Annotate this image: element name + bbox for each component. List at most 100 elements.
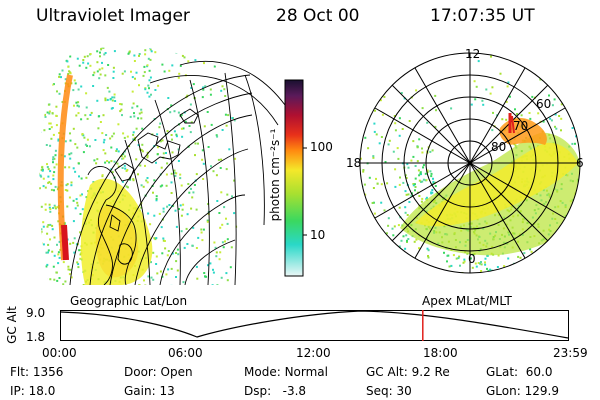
speckle-pixel <box>408 120 411 122</box>
speckle-pixel <box>52 178 55 181</box>
speckle-pixel <box>52 158 54 161</box>
speckle-pixel <box>54 185 57 188</box>
speckle-pixel <box>216 135 219 138</box>
speckle-pixel <box>46 263 49 266</box>
speckle-pixel <box>162 239 165 242</box>
speckle-pixel <box>72 89 75 92</box>
speckle-pixel <box>156 133 159 136</box>
speckle-pixel <box>184 51 187 54</box>
speckle-pixel <box>49 238 51 241</box>
speckle-pixel <box>39 104 41 107</box>
speckle-pixel <box>505 269 508 272</box>
speckle-pixel <box>170 134 173 136</box>
speckle-pixel <box>35 265 37 267</box>
speckle-pixel <box>43 98 46 101</box>
speckle-pixel <box>201 239 204 242</box>
speckle-pixel <box>497 254 500 257</box>
speckle-pixel <box>31 149 33 151</box>
speckle-pixel <box>216 200 219 202</box>
speckle-pixel <box>69 268 72 271</box>
speckle-pixel <box>46 225 49 228</box>
speckle-pixel <box>99 51 101 54</box>
speckle-pixel <box>202 178 205 180</box>
speckle-pixel <box>175 133 178 136</box>
speckle-pixel <box>70 181 73 184</box>
speckle-pixel <box>45 277 48 280</box>
speckle-pixel <box>387 217 390 220</box>
speckle-pixel <box>361 196 364 199</box>
speckle-pixel <box>33 183 35 185</box>
speckle-pixel <box>144 164 146 167</box>
status-glon-label: GLon: <box>486 384 521 398</box>
speckle-pixel <box>48 206 51 209</box>
speckle-pixel <box>147 84 150 87</box>
speckle-pixel <box>54 206 57 209</box>
speckle-pixel <box>407 193 410 196</box>
speckle-pixel <box>47 243 50 246</box>
speckle-pixel <box>40 131 42 133</box>
speckle-pixel <box>422 166 424 169</box>
speckle-pixel <box>191 196 194 199</box>
speckle-pixel <box>392 234 395 237</box>
speckle-pixel <box>571 127 574 129</box>
speckle-pixel <box>182 281 185 284</box>
speckle-pixel <box>219 226 222 229</box>
speckle-pixel <box>166 162 169 165</box>
speckle-pixel <box>42 46 45 48</box>
speckle-pixel <box>77 266 80 269</box>
speckle-pixel <box>126 135 129 138</box>
speckle-pixel <box>509 95 511 98</box>
status-mode-value: Normal <box>284 365 328 379</box>
speckle-pixel <box>196 277 199 280</box>
speckle-pixel <box>99 55 101 58</box>
polar-plot <box>359 52 581 274</box>
speckle-pixel <box>482 103 485 106</box>
speckle-pixel <box>127 52 130 55</box>
speckle-pixel <box>146 181 149 184</box>
speckle-pixel <box>400 239 403 242</box>
speckle-pixel <box>421 147 423 150</box>
speckle-pixel <box>50 76 53 79</box>
speckle-pixel <box>81 133 84 135</box>
speckle-pixel <box>501 269 504 272</box>
speckle-pixel <box>96 70 99 73</box>
speckle-pixel <box>455 257 458 260</box>
speckle-pixel <box>47 181 50 184</box>
speckle-pixel <box>48 181 51 184</box>
speckle-pixel <box>120 108 123 111</box>
speckle-pixel <box>421 180 424 183</box>
speckle-pixel <box>398 206 401 209</box>
speckle-pixel <box>529 248 532 251</box>
speckle-pixel <box>457 257 460 260</box>
speckle-pixel <box>53 166 56 169</box>
speckle-pixel <box>123 136 126 139</box>
speckle-pixel <box>129 115 132 118</box>
speckle-pixel <box>109 137 112 140</box>
speckle-pixel <box>555 127 558 130</box>
speckle-pixel <box>53 189 55 192</box>
speckle-pixel <box>187 60 190 63</box>
speckle-pixel <box>514 144 517 147</box>
speckle-pixel <box>200 228 203 231</box>
speckle-pixel <box>75 114 78 117</box>
speckle-pixel <box>430 172 433 175</box>
speckle-pixel <box>53 278 56 281</box>
speckle-pixel <box>102 114 105 117</box>
speckle-pixel <box>530 250 533 253</box>
speckle-pixel <box>223 60 226 63</box>
speckle-pixel <box>170 267 173 270</box>
speckle-pixel <box>53 157 56 160</box>
speckle-pixel <box>89 64 92 67</box>
speckle-pixel <box>155 198 158 200</box>
speckle-pixel <box>150 50 153 53</box>
speckle-pixel <box>477 262 480 264</box>
speckle-pixel <box>81 208 84 211</box>
speckle-pixel <box>434 185 437 187</box>
speckle-pixel <box>33 236 35 238</box>
speckle-pixel <box>43 278 46 281</box>
speckle-pixel <box>36 278 38 280</box>
speckle-pixel <box>44 113 46 116</box>
speckle-pixel <box>393 225 396 228</box>
speckle-pixel <box>104 52 107 54</box>
speckle-pixel <box>144 88 147 91</box>
